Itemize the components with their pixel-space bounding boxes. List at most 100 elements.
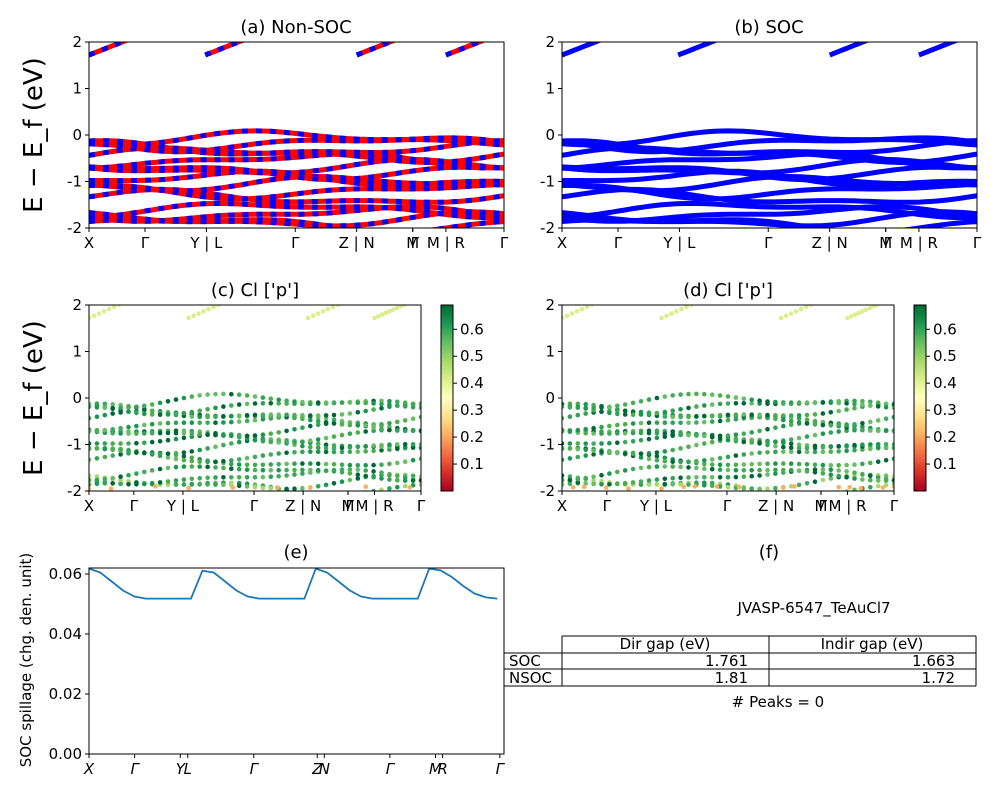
projection-point <box>126 449 131 454</box>
conduction-band-dashed <box>355 42 397 58</box>
projection-point <box>622 412 628 417</box>
projection-point <box>567 446 573 451</box>
projection-point <box>418 445 421 451</box>
projection-point <box>686 405 691 411</box>
projection-point <box>149 451 155 456</box>
projection-point <box>355 449 361 455</box>
projection-point <box>165 420 171 426</box>
projection-point <box>331 449 337 455</box>
projection-point <box>260 401 266 406</box>
projection-point <box>134 440 139 446</box>
projection-point <box>820 411 826 416</box>
colorbar-tick-label: 0.3 <box>460 401 484 419</box>
projection-point <box>276 440 282 445</box>
projection-point <box>725 433 731 438</box>
x-tick-label: X <box>84 234 94 252</box>
projection-point <box>157 400 163 406</box>
projection-point <box>615 403 620 409</box>
projection-point <box>89 441 92 446</box>
projection-point <box>654 457 660 463</box>
projection-point <box>268 396 274 402</box>
projection-point <box>599 405 604 410</box>
y-tick-label: -2 <box>540 482 555 500</box>
projection-point <box>346 298 351 303</box>
projection-point <box>110 481 115 486</box>
projection-point <box>106 306 112 312</box>
y-tick-label: -1 <box>67 436 82 454</box>
table-row-soc-indir: 1.663 <box>912 652 955 670</box>
conduction-band <box>445 42 485 58</box>
x-tick-label: Γ <box>614 234 623 252</box>
x-tick-label: Γ <box>890 497 899 515</box>
projection-point <box>875 459 881 465</box>
x-tick-label: Γ <box>500 234 509 252</box>
y-tick-label: 0.02 <box>49 685 82 703</box>
projection-point <box>662 482 668 487</box>
projection-point <box>670 431 675 437</box>
projection-point <box>402 483 408 489</box>
projection-point <box>860 309 865 314</box>
projection-point <box>796 445 802 451</box>
projection-point <box>773 413 778 418</box>
projection-point <box>268 401 274 406</box>
projection-point <box>186 315 191 321</box>
panel-f-title: (f) <box>759 542 779 563</box>
y-tick-label: -1 <box>540 173 555 191</box>
projection-point <box>268 462 274 467</box>
conduction-band <box>204 42 246 58</box>
projection-point <box>852 462 857 468</box>
projection-point <box>390 307 396 312</box>
projection-point <box>749 473 754 479</box>
projection-point <box>331 421 337 426</box>
projection-point <box>847 484 852 490</box>
projection-point <box>796 442 802 448</box>
projection-point <box>796 435 802 441</box>
projection-point <box>189 414 195 419</box>
projection-point <box>591 477 596 483</box>
projection-point <box>157 439 163 444</box>
projection-point <box>236 402 242 407</box>
projection-point <box>134 471 139 476</box>
colorbar-tick-label: 0.6 <box>933 320 957 338</box>
projection-point <box>157 412 163 418</box>
projection-point <box>670 447 675 453</box>
projection-point <box>836 429 841 434</box>
projection-point <box>615 411 620 417</box>
projection-point <box>94 414 100 420</box>
projection-point <box>575 441 581 446</box>
projection-point <box>781 461 786 466</box>
projection-point <box>205 475 210 481</box>
band-line <box>562 204 977 224</box>
projection-point <box>622 402 628 407</box>
projection-point <box>717 393 723 398</box>
projection-point <box>796 420 802 425</box>
projection-point <box>268 468 274 473</box>
projection-point <box>379 462 384 468</box>
projection-point <box>315 449 321 455</box>
y-tick-label: -2 <box>67 482 82 500</box>
projection-point <box>371 428 376 434</box>
projection-point <box>371 462 376 468</box>
x-tick-label: X <box>557 234 567 252</box>
projection-point <box>157 466 163 472</box>
projection-point <box>792 484 797 489</box>
projection-point <box>615 422 620 428</box>
projection-point <box>308 438 313 444</box>
y-tick-label: 2 <box>545 296 555 314</box>
projection-point <box>363 400 369 406</box>
projection-point <box>600 298 605 303</box>
projection-point <box>118 481 123 487</box>
projection-point <box>387 442 392 448</box>
x-tick-label: Z | N <box>812 234 848 252</box>
projection-point <box>891 445 894 451</box>
projection-point <box>363 463 369 468</box>
projection-point <box>276 430 282 435</box>
projection-point <box>852 422 857 427</box>
projection-point <box>134 450 139 455</box>
projection-point <box>875 478 881 483</box>
x-tick-label: Γ <box>386 760 396 778</box>
projection-point <box>757 412 762 418</box>
projection-point <box>331 434 337 439</box>
projection-point <box>630 451 636 457</box>
